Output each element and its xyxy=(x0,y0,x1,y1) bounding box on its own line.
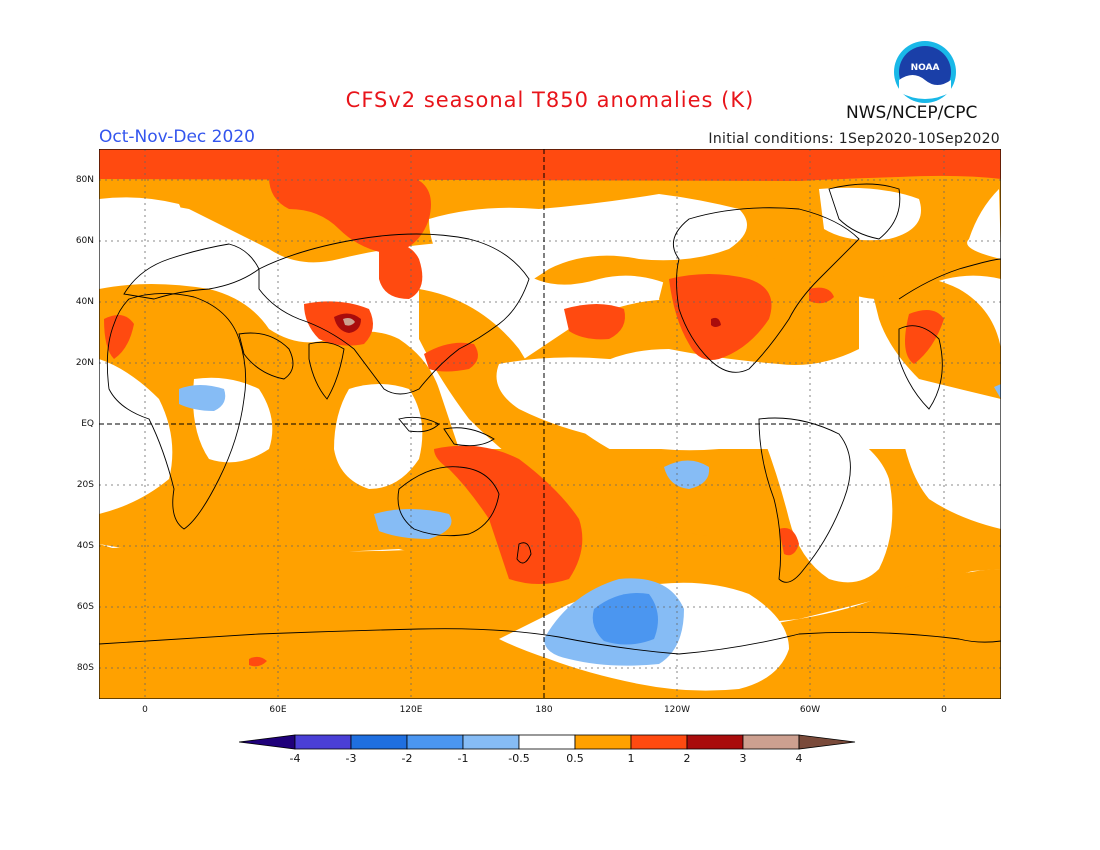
anomaly-map xyxy=(99,149,1001,699)
lat-label: 40S xyxy=(76,541,94,551)
colorbar-cell xyxy=(350,734,408,750)
lat-label: 60N xyxy=(75,236,94,246)
colorbar-cell xyxy=(742,734,800,750)
lat-label: 80N xyxy=(75,175,94,185)
colorbar-cell xyxy=(239,734,296,750)
anomaly-neg1-regions xyxy=(592,593,658,645)
anomaly-3-4-regions xyxy=(343,318,355,326)
agency-label: NWS/NCEP/CPC xyxy=(846,103,978,123)
lon-label: 0 xyxy=(142,705,148,715)
lon-label: 120E xyxy=(399,705,423,715)
lat-label: 40N xyxy=(75,297,94,307)
colorbar-label: 1 xyxy=(627,752,635,765)
lat-label: 80S xyxy=(76,663,94,673)
colorbar-label: 3 xyxy=(739,752,747,765)
grid-lines xyxy=(99,149,1001,699)
colorbar-label: -4 xyxy=(289,752,301,765)
lon-label: 60E xyxy=(269,705,287,715)
colorbar-cell xyxy=(518,734,576,750)
noaa-logo-icon: NOAA xyxy=(894,41,956,103)
colorbar-cell xyxy=(798,734,856,750)
colorbar-label: 2 xyxy=(683,752,691,765)
colorbar-cell xyxy=(406,734,464,750)
colorbar-cell xyxy=(462,734,520,750)
colorbar-cell xyxy=(686,734,744,750)
map-title: CFSv2 seasonal T850 anomalies (K) xyxy=(345,88,755,112)
equator-dateline xyxy=(99,149,1001,699)
lon-label: 60W xyxy=(799,705,821,715)
season-label: Oct-Nov-Dec 2020 xyxy=(99,127,255,147)
lat-label: 20N xyxy=(75,358,94,368)
colorbar-label: 0.5 xyxy=(566,752,584,765)
colorbar-label: -2 xyxy=(401,752,413,765)
colorbar-label: 4 xyxy=(795,752,803,765)
colorbar-cell xyxy=(294,734,352,750)
lat-label: 20S xyxy=(76,480,94,490)
lon-label: 120W xyxy=(663,705,691,715)
coastlines xyxy=(99,183,1001,655)
anomaly-1-2-regions xyxy=(99,149,1001,667)
lat-label: EQ xyxy=(81,419,94,429)
colorbar xyxy=(239,734,856,750)
colorbar-label: -0.5 xyxy=(508,752,530,765)
colorbar-cell xyxy=(574,734,632,750)
colorbar-label: -3 xyxy=(345,752,357,765)
lon-label: 180 xyxy=(535,705,553,715)
logo-text: NOAA xyxy=(911,63,940,73)
colorbar-label: -1 xyxy=(457,752,469,765)
lat-label: 60S xyxy=(76,602,94,612)
lon-label: 0 xyxy=(941,705,947,715)
colorbar-cell xyxy=(630,734,688,750)
initial-conditions-label: Initial conditions: 1Sep2020-10Sep2020 xyxy=(708,131,1000,147)
